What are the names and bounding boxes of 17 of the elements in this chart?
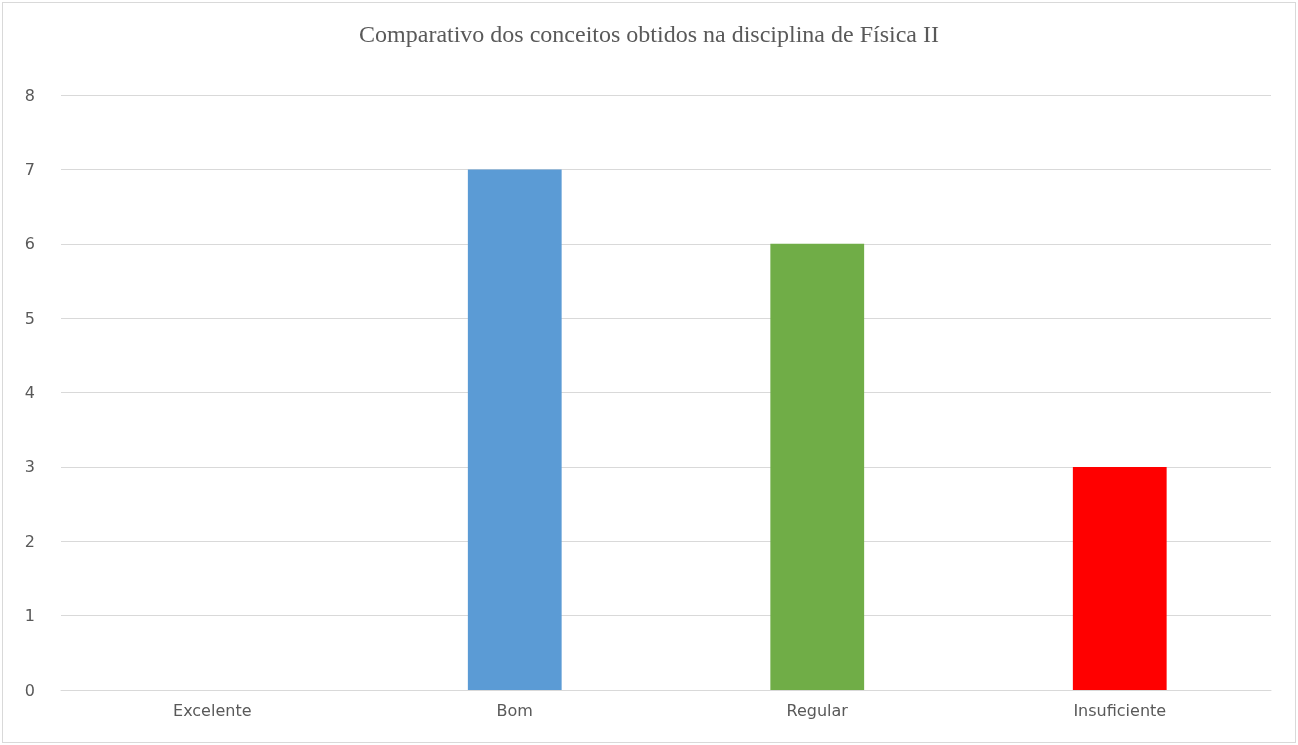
y-tick-label: 6 (24, 234, 35, 254)
x-tick-label: Insuficiente (1073, 700, 1167, 720)
y-tick-label: 2 (24, 531, 35, 551)
y-tick-label: 1 (24, 606, 35, 626)
x-tick-label: Excelente (173, 700, 252, 720)
x-tick-label: Regular (786, 700, 849, 720)
bar (1072, 466, 1167, 690)
x-tick-label: Bom (496, 700, 533, 720)
bar (467, 169, 562, 690)
y-tick-label: 0 (24, 680, 35, 700)
y-tick-label: 4 (24, 383, 35, 402)
y-tick-label: 3 (24, 457, 35, 477)
bar (770, 243, 865, 690)
y-tick-label: 8 (24, 85, 35, 105)
y-tick-label: 5 (24, 308, 35, 328)
chart-title: Comparativo dos conceitos obtidos na disciplina de Física II (359, 21, 939, 47)
y-tick-label: 7 (24, 159, 35, 179)
